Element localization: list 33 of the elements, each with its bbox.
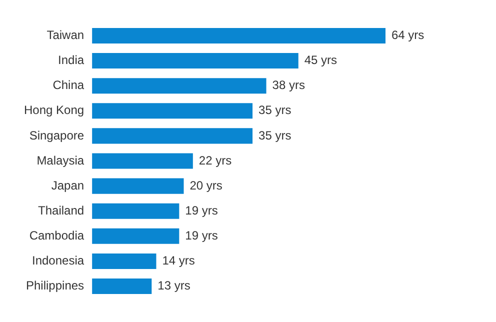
y-tick-label: Thailand [38,203,84,218]
data-label: 45 yrs [304,53,338,68]
data-label: 35 yrs [258,128,292,142]
data-label: 13 yrs [158,278,190,293]
bar [92,228,180,244]
y-tick-label: Singapore [29,128,84,142]
bar [92,153,193,169]
bar [92,53,298,69]
data-label: 20 yrs [190,178,222,192]
bar [92,203,180,219]
y-tick-label: Taiwan [46,28,84,42]
y-tick-label: Japan [51,178,84,192]
data-label: 35 yrs [258,103,292,118]
y-tick-label: Indonesia [32,254,84,268]
y-tick-label: China [52,78,84,92]
bar [92,178,184,194]
data-label: 19 yrs [185,203,218,218]
data-label: 38 yrs [272,78,305,92]
data-label: 22 yrs [198,153,232,168]
y-tick-label: India [58,53,84,68]
data-label: 19 yrs [185,228,218,242]
bar [92,78,266,94]
bar [92,128,253,144]
data-label: 14 yrs [162,254,195,268]
y-tick-label: Philippines [26,278,84,293]
y-tick-label: Malaysia [36,153,84,168]
bar [92,103,253,119]
y-tick-label: Hong Kong [24,103,84,118]
bar [92,28,386,44]
data-label: 64 yrs [391,28,424,42]
bar [92,253,156,269]
bar [92,278,152,294]
y-tick-label: Cambodia [29,228,84,242]
